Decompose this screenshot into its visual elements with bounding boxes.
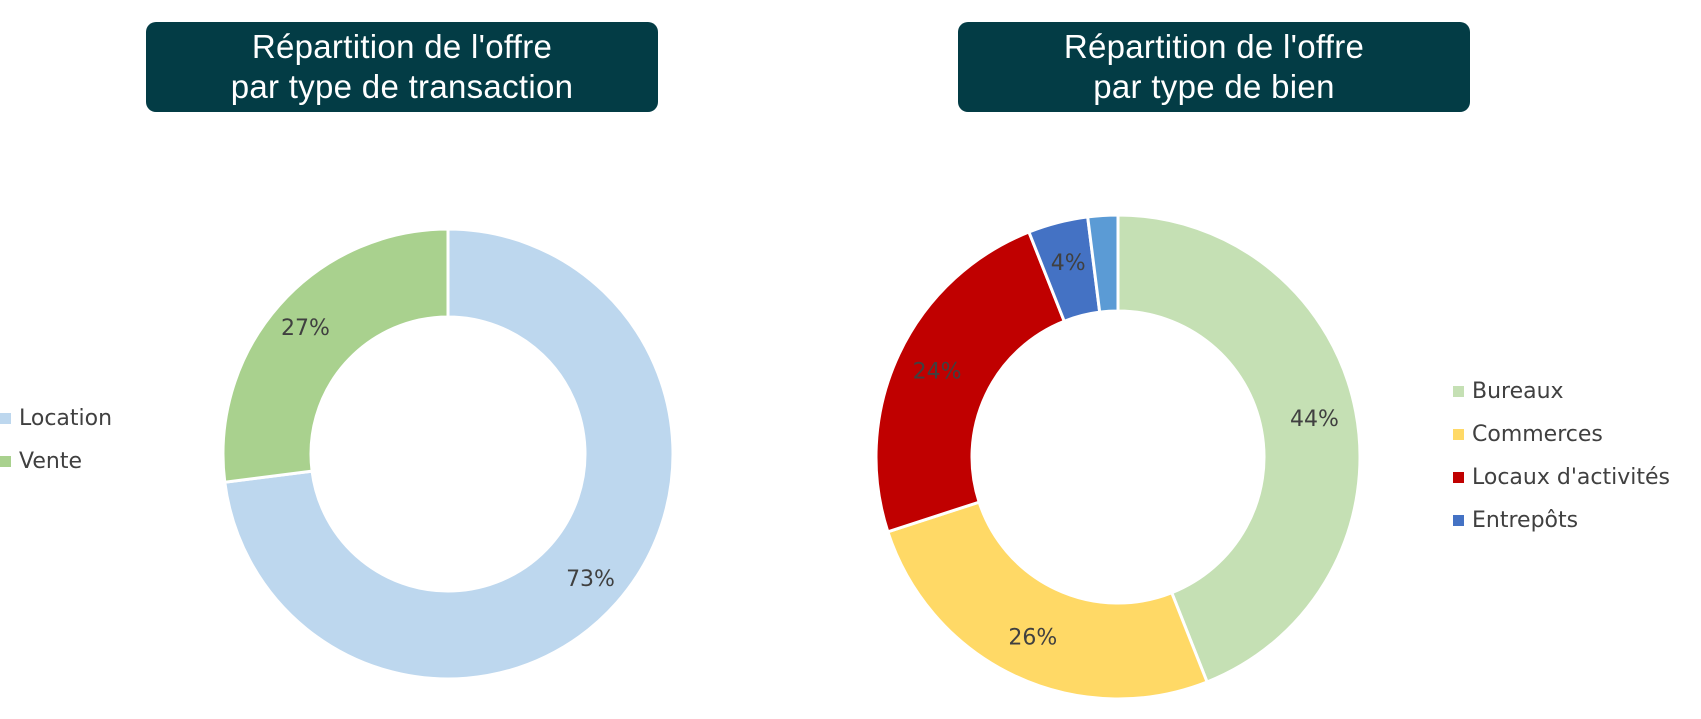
chart1-legend: Location Vente [0, 397, 112, 483]
donut2-slice-bureaux [1116, 213, 1362, 684]
legend-item-entrepots: Entrepôts [1453, 499, 1670, 542]
legend-item-commerces: Commerces [1453, 413, 1670, 456]
donut-chart-property-type: 44% 26% 24% 4% [874, 213, 1362, 701]
donut1-data-label-location: 73% [566, 567, 615, 592]
legend-swatch [1453, 429, 1464, 440]
chart1-title: Répartition de l'offre par type de trans… [146, 22, 658, 112]
legend-swatch [0, 456, 11, 467]
chart1-title-line2: par type de transaction [230, 68, 574, 105]
legend-swatch [0, 413, 11, 424]
donut1-slice-location [223, 227, 675, 681]
legend-swatch [1453, 515, 1464, 526]
legend-label: Vente [19, 449, 82, 474]
donut2-slice-locaux-d-activites [874, 230, 1067, 534]
legend-item-bureaux: Bureaux [1453, 370, 1670, 413]
legend-item-locaux-activites: Locaux d'activités [1453, 456, 1670, 499]
legend-item-location: Location [0, 397, 112, 440]
donut2-data-label-bureaux: 44% [1290, 407, 1339, 432]
donut2-slice-commerces [885, 500, 1210, 701]
chart2-title: Répartition de l'offre par type de bien [958, 22, 1470, 112]
legend-label: Commerces [1472, 422, 1603, 447]
chart2-title-line1: Répartition de l'offre [1063, 28, 1365, 65]
chart2-title-line2: par type de bien [1093, 68, 1335, 105]
chart1-title-line1: Répartition de l'offre [251, 28, 553, 65]
donut1-slice-vente [221, 227, 450, 484]
legend-label: Location [19, 406, 113, 431]
donut2-data-label-locaux-d-activites: 24% [913, 359, 962, 384]
donut2-data-label-commerces: 26% [1008, 625, 1057, 650]
legend-swatch [1453, 472, 1464, 483]
donut1-data-label-vente: 27% [281, 316, 330, 341]
legend-swatch [1453, 386, 1464, 397]
donut-chart-transaction: 73% 27% [221, 227, 675, 681]
legend-label: Locaux d'activités [1472, 465, 1670, 490]
chart2-legend: Bureaux Commerces Locaux d'activités Ent… [1453, 370, 1670, 542]
donut2-data-label-entrepots: 4% [1051, 251, 1086, 276]
donut2-slice-other [1085, 213, 1120, 314]
legend-label: Bureaux [1472, 379, 1564, 404]
legend-label: Entrepôts [1472, 508, 1579, 533]
legend-item-vente: Vente [0, 440, 112, 483]
